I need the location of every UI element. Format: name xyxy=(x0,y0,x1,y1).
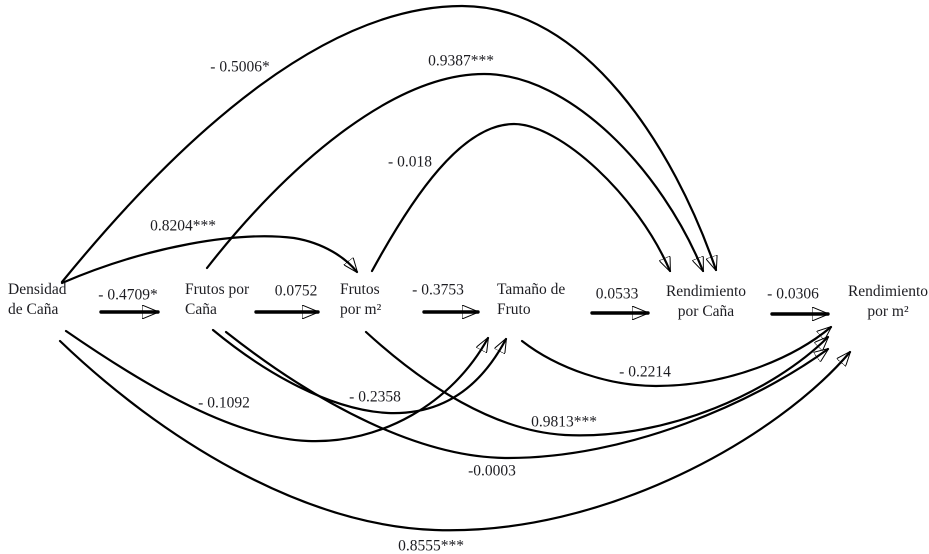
coef-densidad-to-frutos-por-m2: 0.8204*** xyxy=(150,217,216,235)
coef-densidad-to-frutos-por-cana: - 0.4709* xyxy=(98,286,158,304)
coef-frutos-por-m2-to-tamano-de-fruto: - 0.3753 xyxy=(412,281,464,299)
node-label-line: Frutos por xyxy=(185,281,250,298)
coef-frutos-por-cana-to-tamano-de-fruto: - 0.2358 xyxy=(349,388,401,406)
node-label-line: Fruto xyxy=(497,301,531,318)
coef-frutos-por-m2-to-rendimiento-por-cana: - 0.018 xyxy=(388,153,432,171)
node-tamano-de-fruto: Tamaño de Fruto xyxy=(497,280,565,320)
arrow-frutos-por-cana-to-rendimiento-por-cana xyxy=(205,72,705,271)
node-rendimiento-por-cana: Rendimiento por Caña xyxy=(666,282,746,322)
coef-densidad-to-tamano-de-fruto: - 0.1092 xyxy=(198,394,250,412)
arrow-densidad-to-rendimiento-por-cana xyxy=(60,4,716,284)
node-densidad-de-cana: Densidad de Caña xyxy=(8,280,67,320)
node-label-line: por m² xyxy=(867,303,909,320)
node-label-line: por Caña xyxy=(677,303,735,320)
arrow-frutos-por-cana-to-tamano-de-fruto xyxy=(211,328,508,415)
coef-tamano-de-fruto-to-rendimiento-por-cana: 0.0533 xyxy=(595,285,639,303)
node-label-line: Densidad xyxy=(8,281,67,298)
coef-frutos-por-cana-to-frutos-por-m2: 0.0752 xyxy=(274,282,318,300)
coef-densidad-to-rendimiento-por-m2: 0.8555*** xyxy=(398,537,464,554)
coef-frutos-por-m2-to-rendimiento-por-m2: 0.9813*** xyxy=(531,413,597,431)
arrow-frutos-por-cana-to-rendimiento-por-m2 xyxy=(224,330,828,460)
coef-frutos-por-cana-to-rendimiento-por-m2: -0.0003 xyxy=(468,462,516,480)
coef-rendimiento-por-cana-to-rendimiento-por-m2: - 0.0306 xyxy=(767,285,819,303)
node-label-line: Caña xyxy=(185,301,217,318)
node-label-line: Rendimiento xyxy=(665,283,747,300)
arrow-frutos-por-m2-to-rendimiento-por-cana xyxy=(370,122,672,271)
coef-densidad-to-rendimiento-por-cana: - 0.5006* xyxy=(210,58,270,76)
arrow-densidad-to-tamano-de-fruto xyxy=(64,329,488,443)
node-label-line: Tamaño de xyxy=(497,281,566,298)
node-rendimiento-por-m2: Rendimiento por m² xyxy=(848,282,928,322)
arrow-densidad-to-rendimiento-por-m2 xyxy=(58,339,850,532)
arrow-densidad-to-frutos-por-m2 xyxy=(60,235,357,285)
node-frutos-por-m2: Frutos por m² xyxy=(340,280,381,320)
arrow-tamano-de-fruto-to-rendimiento-por-m2 xyxy=(520,327,831,388)
node-label-line: de Caña xyxy=(8,301,59,318)
node-label-line: Frutos xyxy=(340,281,380,298)
arrow-frutos-por-m2-to-rendimiento-por-m2 xyxy=(364,330,828,437)
node-label-line: Rendimiento xyxy=(847,283,929,300)
coef-frutos-por-cana-to-rendimiento-por-cana: 0.9387*** xyxy=(428,52,494,70)
node-frutos-por-cana: Frutos por Caña xyxy=(185,280,249,320)
coef-tamano-de-fruto-to-rendimiento-por-m2: - 0.2214 xyxy=(619,363,671,381)
node-label-line: por m² xyxy=(340,301,382,318)
